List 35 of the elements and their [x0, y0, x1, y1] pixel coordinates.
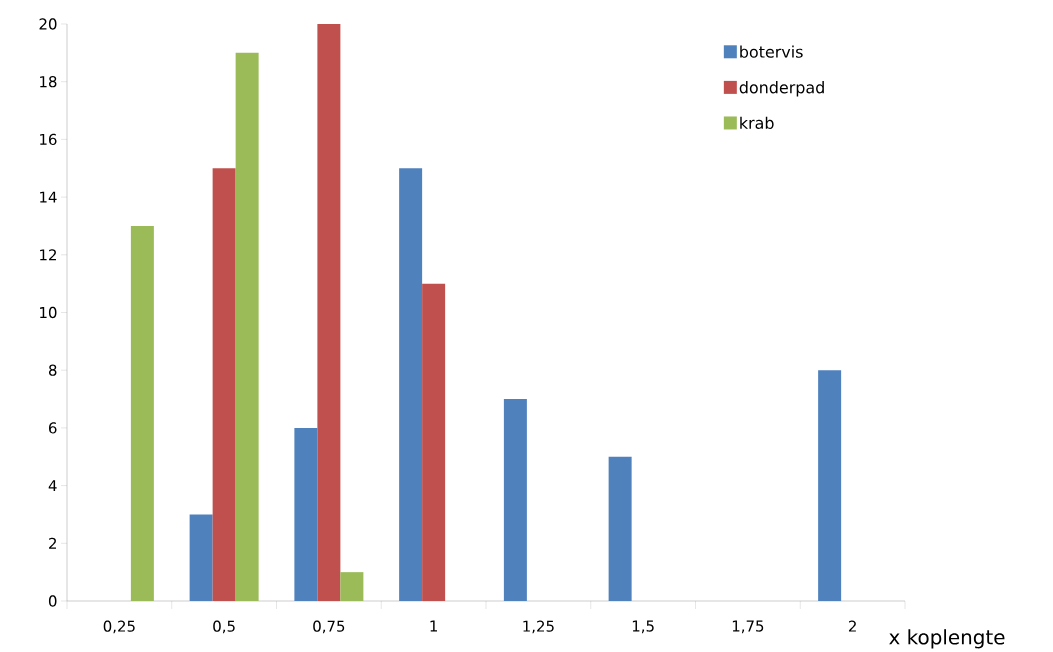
y-tick-label: 0 [48, 595, 57, 607]
x-tick-label: 0,75 [313, 620, 345, 634]
bar [608, 456, 632, 601]
bar [235, 52, 259, 601]
bar [818, 370, 842, 601]
y-tick-label: 2 [49, 537, 56, 549]
bar [189, 514, 213, 601]
bar [340, 572, 364, 601]
y-tick-label: 20 [39, 18, 57, 30]
bar [422, 283, 446, 601]
y-tick-label: 6 [49, 422, 57, 434]
bar [317, 23, 341, 601]
y-tick-label: 18 [40, 76, 57, 88]
y-tick-label: 16 [40, 133, 57, 146]
legend-label: donderpad [739, 81, 824, 97]
x-tick-label: 1,25 [523, 620, 554, 634]
x-tick-label: 1,5 [632, 620, 654, 634]
bar [294, 427, 318, 601]
x-tick-label: 2 [848, 620, 856, 632]
bar [503, 399, 527, 601]
x-tick-label: 0,25 [103, 620, 135, 634]
x-axis-title: x koplengte [889, 629, 1005, 649]
x-tick-label: 1,75 [732, 620, 764, 634]
bar [212, 168, 236, 601]
y-tick-label: 12 [40, 249, 56, 261]
y-tick-label: 10 [40, 306, 57, 319]
x-tick-label: 0,5 [213, 620, 235, 634]
legend-label: botervis [740, 45, 803, 58]
legend-label: krab [740, 116, 774, 129]
x-tick-label: 1 [430, 620, 437, 632]
bar [130, 225, 154, 601]
y-tick-label: 4 [48, 480, 57, 492]
bar [399, 168, 423, 601]
y-tick-label: 8 [48, 364, 57, 376]
y-tick-label: 14 [40, 191, 57, 203]
